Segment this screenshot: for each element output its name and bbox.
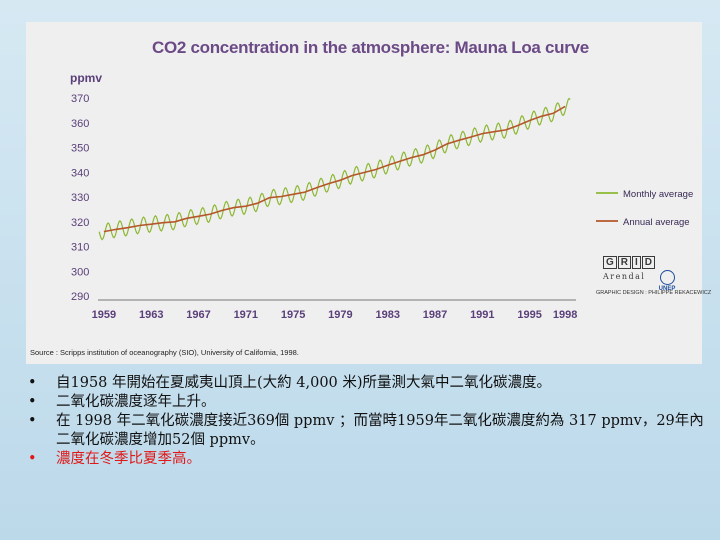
- bullet-icon: •: [28, 451, 37, 467]
- y-tick-label: 290: [71, 291, 89, 303]
- x-tick-label: 1979: [328, 309, 352, 321]
- logo-letter: D: [641, 256, 656, 269]
- x-tick-label: 1971: [234, 309, 258, 321]
- logo-letter: R: [617, 256, 632, 269]
- bullet-text: 在 1998 年二氧化碳濃度接近369個 ppmv ；而當時1959年二氧化碳濃…: [56, 413, 704, 448]
- y-tick-label: 330: [71, 192, 89, 204]
- bullet-icon: •: [28, 413, 37, 429]
- legend-label: Monthly average: [623, 189, 693, 200]
- unep-label: UNEP: [658, 286, 676, 292]
- x-tick-label: 1959: [92, 309, 116, 321]
- logo-letter: I: [632, 256, 641, 269]
- design-credit: GRAPHIC DESIGN : PHILIPPE REKACEWICZ: [596, 290, 712, 296]
- annual-average-line: [103, 105, 566, 233]
- y-axis-unit: ppmv: [70, 71, 103, 85]
- x-tick-label: 1963: [139, 309, 163, 321]
- logo-arendal-text: Arendal: [603, 272, 646, 281]
- x-tick-label: 1983: [375, 309, 399, 321]
- bullet-item: • 在 1998 年二氧化碳濃度接近369個 ppmv ；而當時1959年二氧化碳…: [24, 412, 704, 450]
- y-tick-label: 350: [71, 143, 89, 155]
- y-tick-label: 340: [71, 167, 89, 179]
- y-tick-label: 310: [71, 242, 89, 254]
- x-tick-label: 1987: [423, 309, 447, 321]
- bullet-item: • 自1958 年開始在夏威夷山頂上(大約 4,000 米)所量測大氣中二氧化碳濃…: [24, 374, 704, 393]
- bullet-text: 自1958 年開始在夏威夷山頂上(大約 4,000 米)所量測大氣中二氧化碳濃度…: [56, 375, 552, 391]
- x-tick-label: 1967: [186, 309, 210, 321]
- chart-title: CO2 concentration in the atmosphere: Mau…: [152, 38, 589, 57]
- bullet-icon: •: [28, 394, 37, 410]
- monthly-average-line: [98, 97, 571, 241]
- x-tick-label: 1995: [517, 309, 541, 321]
- y-tick-label: 300: [71, 266, 89, 278]
- x-tick-label: 1975: [281, 309, 305, 321]
- slide-figure: 290 300 310 320 330 340 350 360 370 1959 1963 1967 1…: [26, 22, 711, 364]
- logo-letter: G: [603, 256, 617, 269]
- unep-globe-icon: [659, 270, 675, 285]
- chart-panel: 290 300 310 320 330 340 350 360 370 1959 1963 1967 1…: [26, 22, 711, 364]
- x-tick-label: 1998: [553, 309, 577, 321]
- legend-label: Annual average: [623, 217, 690, 228]
- y-tick-label: 320: [71, 217, 89, 229]
- x-tick-label: 1991: [470, 309, 494, 321]
- y-tick-label: 360: [71, 118, 89, 130]
- bullet-item: • 二氧化碳濃度逐年上升。: [24, 393, 704, 412]
- unep-logo: UNEP: [656, 270, 678, 292]
- co2-line-chart: 290 300 310 320 330 340 350 360 370 1959 1963 1967 1…: [71, 93, 693, 321]
- bullet-item: • 濃度在冬季比夏季高。: [24, 450, 704, 469]
- bullet-text: 二氧化碳濃度逐年上升。: [56, 394, 216, 410]
- bullet-text: 濃度在冬季比夏季高。: [56, 451, 201, 467]
- y-tick-label: 370: [71, 93, 89, 105]
- bullet-list: • 自1958 年開始在夏威夷山頂上(大約 4,000 米)所量測大氣中二氧化碳濃…: [24, 374, 704, 469]
- source-note: Source : Scripps institution of oceanogr…: [30, 348, 299, 357]
- bullet-icon: •: [28, 375, 37, 391]
